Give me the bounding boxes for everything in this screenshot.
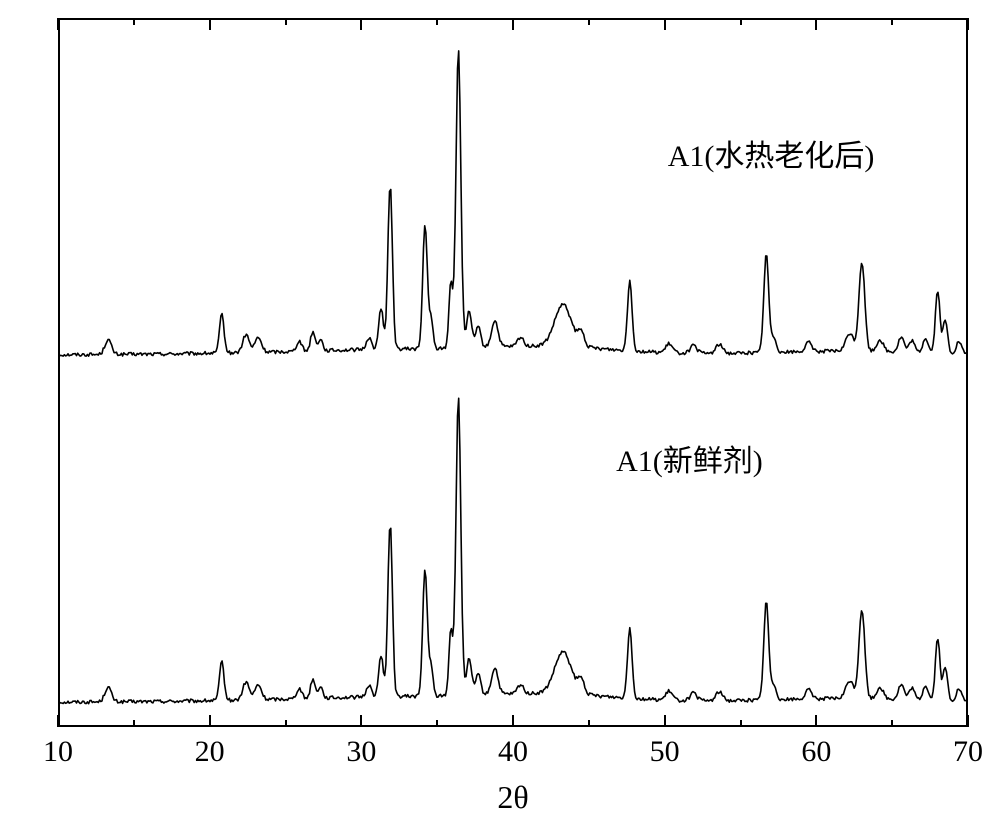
xtick xyxy=(588,720,590,727)
xtick xyxy=(57,18,59,30)
xtick-label: 20 xyxy=(195,735,225,769)
xtick xyxy=(815,715,817,727)
x-axis-label: 2θ xyxy=(497,779,528,816)
xtick xyxy=(436,18,438,25)
xtick xyxy=(133,720,135,727)
xtick xyxy=(209,715,211,727)
xtick-label: 30 xyxy=(346,735,376,769)
xtick xyxy=(588,18,590,25)
xtick xyxy=(891,720,893,727)
xtick xyxy=(740,720,742,727)
xtick xyxy=(512,715,514,727)
xtick xyxy=(436,720,438,727)
series-path-upper xyxy=(60,51,968,356)
xtick-label: 50 xyxy=(650,735,680,769)
xtick-label: 70 xyxy=(953,735,983,769)
xtick xyxy=(891,18,893,25)
series-svg xyxy=(0,0,993,829)
series-path-lower xyxy=(60,398,968,703)
xtick xyxy=(740,18,742,25)
xrd-chart: 10 20 30 40 50 60 70 A1(水热老化后) A1(新鲜剂) 2θ xyxy=(0,0,993,829)
xtick xyxy=(664,18,666,30)
xtick xyxy=(967,715,969,727)
xtick xyxy=(815,18,817,30)
xtick-label: 60 xyxy=(801,735,831,769)
xtick xyxy=(133,18,135,25)
xtick xyxy=(209,18,211,30)
xtick xyxy=(360,715,362,727)
xtick xyxy=(285,18,287,25)
xtick xyxy=(57,715,59,727)
series-label-aged: A1(水热老化后) xyxy=(668,131,875,175)
xtick xyxy=(967,18,969,30)
xtick xyxy=(285,720,287,727)
xtick-label: 40 xyxy=(498,735,528,769)
xtick xyxy=(360,18,362,30)
series-label-fresh: A1(新鲜剂) xyxy=(616,436,763,480)
xtick xyxy=(664,715,666,727)
xtick-label: 10 xyxy=(43,735,73,769)
xtick xyxy=(512,18,514,30)
